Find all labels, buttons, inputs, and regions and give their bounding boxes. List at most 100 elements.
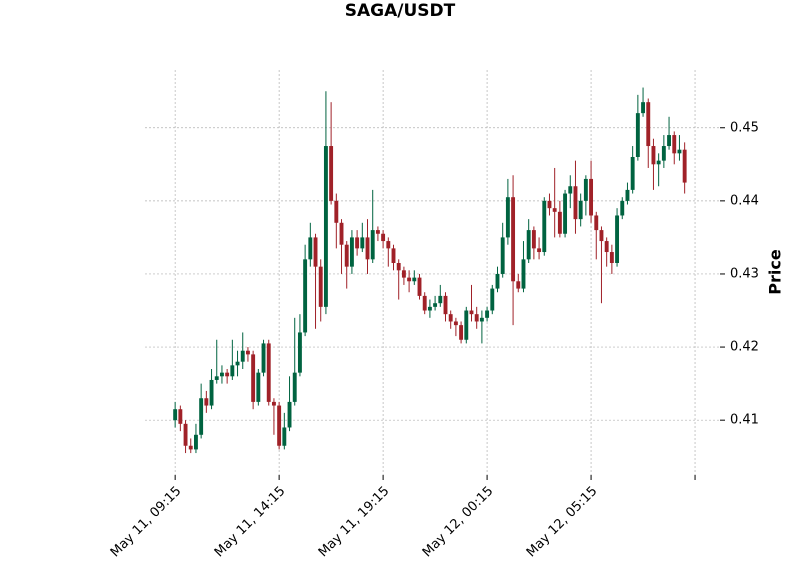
candle-body [386,241,391,249]
candle-body [557,211,562,234]
candle-body [401,270,406,278]
candle-body [183,423,188,446]
y-tick-label: 0.41 [730,413,759,428]
candle-body [630,156,635,190]
candle-body [521,259,526,289]
x-tick-label: May 11, 14:15 [212,484,289,561]
candle-body [318,266,323,307]
candle-body [594,215,599,231]
candle-body [365,237,370,260]
candle-body [214,376,219,380]
candle-body [661,146,666,161]
candle-body [266,343,271,402]
candle-body [230,365,235,377]
candle-body [583,178,588,201]
candle-body [635,113,640,157]
candle-body [225,372,230,377]
candle-body [381,233,386,242]
candle-body [646,102,651,147]
candle-body [641,102,646,114]
candle-body [287,401,292,428]
candle-body [261,343,266,373]
candle-body [173,409,178,421]
candle-body [438,295,443,304]
candle-body [573,186,578,220]
candle-body [375,230,380,234]
y-tick-label: 0.43 [730,266,759,281]
candle-body [204,398,209,406]
candle-body [464,310,469,340]
candle-body [578,200,583,220]
candle-body [604,241,609,253]
candle-body [656,160,661,165]
candle-body [412,277,417,282]
candle-body [355,237,360,249]
candle-body [453,321,458,326]
candle-body [271,401,276,406]
candle-body [251,354,256,402]
candle-body [599,230,604,242]
candle-body [339,222,344,245]
y-axis-label: Price [766,249,785,295]
x-tick-label: May 11, 19:15 [316,484,393,561]
candle-body [620,200,625,216]
candle-body [495,273,500,289]
candle-body [589,178,594,216]
candle-body [209,379,214,406]
candle-body [568,186,573,194]
candle-body [479,317,484,322]
x-tick-label: May 11, 09:15 [108,484,185,561]
x-tick-label: May 12, 05:15 [524,484,601,561]
candle-body [245,350,250,355]
candle-body [563,193,568,234]
candle-body [396,262,401,271]
y-tick-label: 0.45 [730,120,759,135]
candle-body [667,135,672,147]
candle-body [469,310,474,315]
candle-body [531,230,536,249]
candle-body [422,295,427,311]
candle-body [334,200,339,223]
candle-body [516,281,521,289]
candle-body [682,149,687,183]
chart-title: SAGA/USDT [345,1,456,21]
candle-body [235,361,240,366]
candle-body [537,248,542,253]
candle-body [490,288,495,311]
candle-body [443,295,448,315]
candle-body [277,405,282,446]
candle-body [240,350,245,362]
candle-body [188,445,193,450]
candle-body [474,314,479,322]
candle-body [672,135,677,154]
candle-body [542,200,547,253]
candle-body [448,314,453,322]
candle-body [651,146,656,165]
candle-body [511,197,516,282]
y-tick-label: 0.42 [730,340,759,355]
candle-body [552,208,557,212]
candle-body [178,409,183,424]
candle-body [547,200,552,209]
candle-body [526,230,531,260]
candle-body [615,215,620,263]
candle-body [313,237,318,267]
candle-body [417,277,422,296]
candle-body [193,434,198,450]
candle-body [677,149,682,154]
x-tick-label: May 12, 00:15 [420,484,497,561]
candle-body [308,237,313,260]
candle-body [433,303,438,307]
candle-body [505,197,510,238]
candle-body [427,306,432,311]
candle-body [625,189,630,201]
candle-body [370,230,375,260]
candle-body [360,237,365,249]
candle-body [323,146,328,307]
candle-body [329,146,334,201]
candle-body [500,237,505,274]
candle-body [459,325,464,340]
y-tick-label: 0.44 [730,193,759,208]
candle-body [349,237,354,267]
